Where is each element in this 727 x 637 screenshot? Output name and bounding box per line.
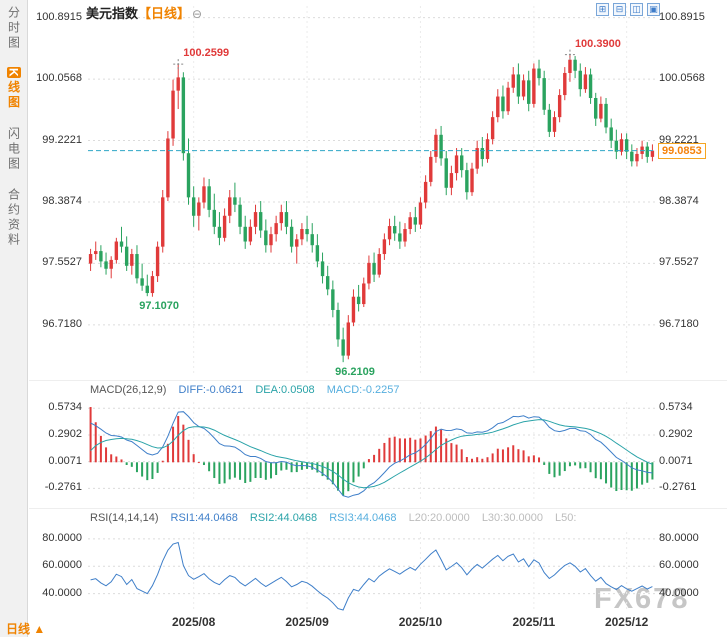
macd-diff-line [90,411,653,498]
instrument-title: 美元指数 [86,6,139,21]
period-label: 日线 [6,622,31,636]
period-up-arrow-icon: ▲ [33,622,46,636]
rsi-label: RSI(14,14,14) [90,512,159,524]
kline-badge-icon: K [6,67,21,78]
rsi2-value: RSI2:44.0468 [249,512,318,524]
macd-diff-value: DIFF:-0.0621 [178,384,244,396]
remove-panel-icon[interactable]: ⊟ [613,3,626,16]
macd-label: MACD(26,12,9) [90,384,167,396]
rsi-line [90,541,653,611]
annotations-group [173,49,575,70]
maximize-chart-icon[interactable]: ▣ [647,3,660,16]
chart-header: 美元指数【日线】 ⊖ [86,3,202,22]
period-selector[interactable]: 日线 ▲ [6,620,45,637]
rsi-header: RSI(14,14,14) RSI1:44.0468 RSI2:44.0468 … [90,512,585,524]
rsi-l20-value: L20:20.0000 [408,512,470,524]
add-indicator-icon[interactable]: ⊞ [596,3,609,16]
sidebar-item-timeshare[interactable]: 分时图 [6,6,21,51]
current-price-tag: 99.0853 [658,142,706,159]
macd-macd-value: MACD:-0.2257 [326,384,400,396]
chart-toolbar: ⊞ ⊟ ◫ ▣ [596,3,660,16]
rsi-l30-value: L30:30.0000 [481,512,543,524]
grid-vertical [193,6,628,610]
split-window-icon[interactable]: ◫ [630,3,643,16]
sidebar-item-contract-info[interactable]: 合约资料 [6,187,21,248]
sidebar-item-kline[interactable]: K线图 [6,67,21,111]
rsi-l50-value: L50: [555,512,577,524]
collapse-icon[interactable]: ⊖ [192,7,203,21]
macd-histogram [89,407,654,496]
sidebar: 分时图 K线图闪电图合约资料 [0,0,28,637]
rsi3-value: RSI3:44.0468 [329,512,397,524]
period-tag[interactable]: 【日线】 [138,6,191,21]
candles-group [88,54,655,363]
rsi1-value: RSI1:44.0468 [170,512,238,524]
macd-header: MACD(26,12,9) DIFF:-0.0621 DEA:0.0508 MA… [90,384,409,396]
macd-dea-value: DEA:0.0508 [255,384,315,396]
watermark: FX678 [594,583,690,615]
sidebar-item-lightning[interactable]: 闪电图 [6,126,21,172]
macd-dea-line [90,419,653,489]
